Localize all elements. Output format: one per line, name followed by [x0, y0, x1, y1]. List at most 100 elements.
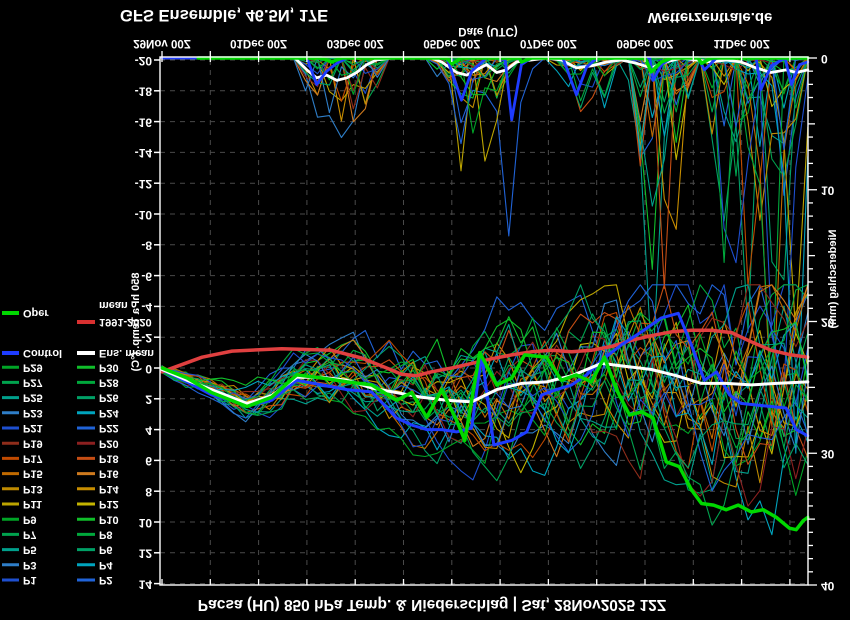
axis-tick-labels: -20-18-16-14-12-10-8-6-4-202468101214010…: [133, 37, 834, 593]
site-credit: Wetterzentrale.de: [648, 9, 773, 26]
legend-item-p30: P30: [77, 361, 119, 373]
chart-title: GFS Ensemble, 46.5N, 17E: [120, 6, 328, 24]
legend-label: Ens. mean: [99, 347, 154, 359]
member-temp-line: [161, 312, 809, 413]
temp-tick-label: -16: [135, 115, 153, 129]
legend-label: P27: [23, 376, 43, 388]
legend-item-p29: P29: [2, 361, 43, 373]
legend-label: P23: [23, 407, 43, 419]
temp-tick-label: 8: [145, 485, 152, 499]
legend-label: P25: [23, 392, 43, 404]
temp-tick-label: 10: [139, 516, 153, 530]
legend-item-p4: P4: [77, 559, 113, 571]
legend-item-p5: P5: [2, 544, 36, 556]
legend-item-control: Control: [2, 347, 62, 359]
temp-tick-label: 6: [145, 454, 152, 468]
legend-label: Oper: [23, 307, 49, 319]
legend-item-p13: P13: [2, 483, 43, 495]
legend-label: P20: [99, 437, 119, 449]
series-control-temp: [160, 311, 810, 447]
date-tick-label: 09Dec 00Z: [617, 37, 674, 49]
legend-item-p8: P8: [77, 528, 112, 540]
legend-item-p12: P12: [77, 498, 119, 510]
series-oper-temp: [160, 350, 810, 532]
legend-label: P11: [23, 498, 42, 510]
temp-tick-label: 2: [145, 393, 152, 407]
precip-tick-label: 20: [821, 315, 835, 329]
precip-tick-label: 40: [821, 579, 835, 593]
legend-item-p9: P9: [2, 513, 36, 525]
legend-item-p1: P1: [2, 574, 36, 586]
xaxis-title: Date (UTC): [458, 25, 518, 37]
legend-item-p28: P28: [77, 376, 119, 388]
precip-tick-label: 10: [821, 184, 835, 198]
date-tick-label: 03Dec 00Z: [327, 37, 384, 49]
temp-tick-label: -18: [135, 85, 153, 99]
legend-label: P3: [23, 559, 36, 571]
station-title: Pacsa (HU) 850 hPa Temp. & Niederschlag …: [198, 596, 667, 613]
legend-item-p20: P20: [77, 437, 119, 449]
date-tick-label: 11Dec 00Z: [713, 37, 769, 49]
date-tick-label: 05Dec 00Z: [423, 37, 480, 49]
legend-item-p18: P18: [77, 452, 119, 464]
precip-tick-label: 30: [821, 447, 835, 461]
legend-label: P26: [99, 392, 119, 404]
temp-tick-label: -10: [135, 208, 153, 222]
legend-item-p10: P10: [77, 513, 119, 525]
legend-item-p27: P27: [2, 376, 43, 388]
temp-tick-label: -12: [135, 177, 153, 191]
legend-item-p24: P24: [77, 407, 119, 419]
series-clim-mean-temp: [160, 328, 810, 378]
legend-item-p3: P3: [2, 559, 36, 571]
member-temp-line: [161, 284, 809, 402]
legend-item-p19: P19: [2, 437, 43, 449]
legend-item-clim-mean-line2: mean: [99, 299, 128, 311]
legend-label: P13: [23, 483, 43, 495]
legend-item-p2: P2: [77, 574, 112, 586]
temp-tick-label: -20: [135, 54, 153, 68]
legend-item-p25: P25: [2, 392, 43, 404]
precip-axis-title: Niederschlag (mm): [827, 229, 839, 328]
legend-label: P16: [99, 468, 119, 480]
member-temp-line: [161, 284, 809, 465]
axis-ticks: [154, 51, 817, 586]
member-temp-line: [161, 307, 809, 488]
legend-item-p7: P7: [2, 528, 36, 540]
legend: P1 P2 P3 P4 P5 P6 P7 P8 P9 P10 P11 P12 P13 P14 P15 P16 P…: [2, 299, 154, 586]
temp-tick-label: 4: [145, 423, 152, 437]
series-oper-precip: [196, 56, 810, 74]
legend-item-p23: P23: [2, 407, 43, 419]
member-temp-line: [161, 284, 809, 469]
legend-label: P21: [23, 422, 43, 434]
highlighted-series: [160, 56, 810, 532]
legend-label: P29: [23, 361, 43, 373]
legend-label: P17: [23, 452, 43, 464]
temp-tick-label: -14: [135, 146, 153, 160]
legend-label: P22: [99, 422, 119, 434]
legend-label: P7: [23, 528, 36, 540]
legend-label: 1991-2020: [99, 316, 152, 328]
date-tick-label: 07Dec 00Z: [520, 37, 577, 49]
legend-label: P24: [99, 407, 119, 419]
legend-label: Control: [23, 347, 62, 359]
legend-label: P8: [99, 528, 112, 540]
temp-tick-label: -8: [141, 239, 152, 253]
legend-label: P30: [99, 361, 119, 373]
legend-item-p22: P22: [77, 422, 119, 434]
temp-tick-label: -6: [141, 269, 152, 283]
legend-label: P28: [99, 376, 119, 388]
member-temp-line: [161, 284, 809, 449]
legend-label: P19: [23, 437, 43, 449]
legend-label: P1: [23, 574, 36, 586]
legend-item-p15: P15: [2, 468, 43, 480]
temp-tick-label: -4: [141, 300, 152, 314]
ensemble-member-temp-lines: [161, 284, 809, 536]
temp-tick-label: 0: [145, 362, 152, 376]
legend-item-p14: P14: [77, 483, 119, 495]
legend-item-ens-mean: Ens. mean: [77, 347, 154, 359]
temp-axis-title: 850 hPa Temp. (°C): [130, 273, 142, 372]
legend-label: P9: [23, 513, 36, 525]
